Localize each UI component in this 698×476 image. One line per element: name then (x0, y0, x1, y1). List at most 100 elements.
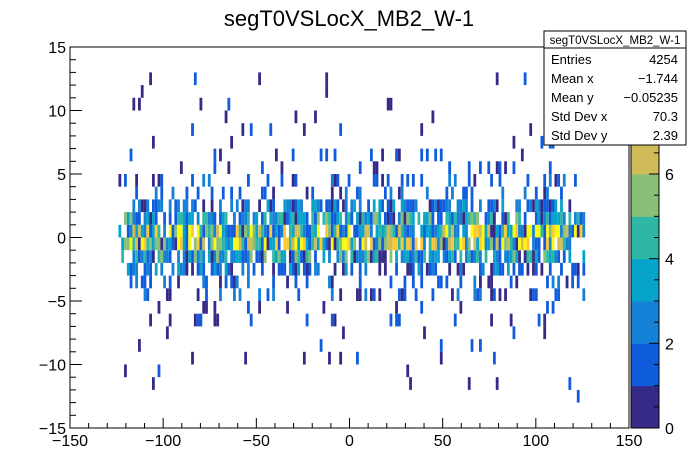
heatmap-cell (568, 212, 572, 225)
heatmap-cell (171, 262, 175, 276)
heatmap-cell (462, 212, 466, 225)
heatmap-cell (154, 199, 158, 213)
heatmap-cell (185, 250, 189, 263)
heatmap-cell (574, 262, 577, 276)
heatmap-cell (548, 199, 552, 213)
heatmap-cell (543, 250, 547, 263)
heatmap-cell (498, 174, 502, 187)
heatmap-cell (495, 199, 499, 213)
heatmap-cell (227, 224, 231, 238)
heatmap-cell (529, 250, 533, 263)
heatmap-cell (467, 237, 471, 251)
stats-label: Mean x (551, 71, 594, 86)
heatmap-cell (230, 262, 234, 276)
heatmap-cell (151, 224, 155, 238)
heatmap-cell (247, 199, 250, 213)
heatmap-cell (325, 148, 329, 162)
heatmap-cell (397, 148, 401, 162)
heatmap-cell (202, 199, 206, 213)
heatmap-cell (319, 199, 323, 213)
heatmap-cell (333, 199, 337, 213)
heatmap-cell (339, 237, 343, 251)
heatmap-cell (302, 262, 306, 276)
heatmap-cell (529, 224, 533, 238)
heatmap-cell (437, 275, 440, 289)
heatmap-cell (235, 275, 239, 289)
heatmap-cell (456, 212, 460, 225)
heatmap-cell (177, 262, 180, 276)
heatmap-cell (291, 262, 295, 276)
heatmap-cell (269, 212, 273, 225)
heatmap-cell (191, 123, 194, 136)
heatmap-cell (157, 301, 161, 314)
heatmap-cell (465, 199, 468, 213)
heatmap-cell (333, 224, 337, 238)
heatmap-cell (420, 174, 424, 187)
heatmap-cell (353, 224, 357, 238)
heatmap-cell (219, 148, 222, 162)
heatmap-cell (297, 212, 301, 225)
heatmap-cell (431, 288, 435, 301)
heatmap-cell (462, 237, 466, 251)
heatmap-cell (213, 250, 217, 263)
heatmap-cell (333, 148, 337, 162)
heatmap-cell (280, 161, 284, 174)
heatmap-cell (548, 262, 552, 276)
heatmap-cell (129, 275, 133, 289)
heatmap-cell (372, 237, 376, 251)
heatmap-cell (543, 199, 547, 213)
heatmap-cell (199, 237, 203, 251)
heatmap-cell (490, 224, 493, 238)
heatmap-cell (171, 237, 175, 251)
heatmap-cell (199, 313, 203, 327)
heatmap-cell (258, 224, 261, 238)
heatmap-cell (473, 212, 477, 225)
heatmap-cell (342, 237, 345, 251)
heatmap-cell (529, 288, 533, 301)
heatmap-cell (568, 199, 572, 213)
heatmap-cell (434, 237, 438, 251)
heatmap-cell (165, 288, 169, 301)
heatmap-cell (451, 288, 454, 301)
heatmap-cell (316, 212, 320, 225)
heatmap-cell (431, 250, 435, 263)
heatmap-cell (375, 237, 379, 251)
heatmap-cell (389, 186, 393, 200)
heatmap-cell (487, 161, 491, 174)
heatmap-cell (523, 237, 527, 251)
heatmap-cell (258, 199, 261, 213)
heatmap-cell (151, 135, 155, 149)
heatmap-cell (420, 224, 424, 238)
heatmap-cell (565, 237, 569, 251)
heatmap-cell (579, 224, 583, 238)
heatmap-cell (481, 262, 485, 276)
heatmap-cell (406, 250, 410, 263)
heatmap-cell (283, 224, 287, 238)
heatmap-cell (479, 288, 482, 301)
heatmap-cell (509, 275, 513, 289)
heatmap-cell (294, 174, 298, 187)
heatmap-cell (543, 174, 547, 187)
heatmap-cell (548, 174, 552, 187)
heatmap-cell (135, 275, 139, 289)
heatmap-cell (509, 224, 513, 238)
heatmap-cell (554, 224, 558, 238)
heatmap-cell (154, 262, 158, 276)
heatmap-cell (411, 262, 415, 276)
heatmap-cell (437, 250, 440, 263)
heatmap-cell (330, 174, 334, 187)
heatmap-cell (560, 199, 563, 213)
heatmap-cell (445, 250, 449, 263)
heatmap-cell (451, 186, 454, 200)
heatmap-cell (448, 174, 452, 187)
heatmap-cell (439, 339, 443, 352)
heatmap-cell (174, 212, 178, 225)
heatmap-cell (467, 250, 471, 263)
heatmap-cell (448, 237, 452, 251)
heatmap-cell (367, 250, 370, 263)
heatmap-cell (442, 250, 446, 263)
heatmap-cell (358, 186, 362, 200)
heatmap-cell (383, 212, 387, 225)
heatmap-cell (266, 199, 270, 213)
heatmap-cell (328, 250, 331, 263)
